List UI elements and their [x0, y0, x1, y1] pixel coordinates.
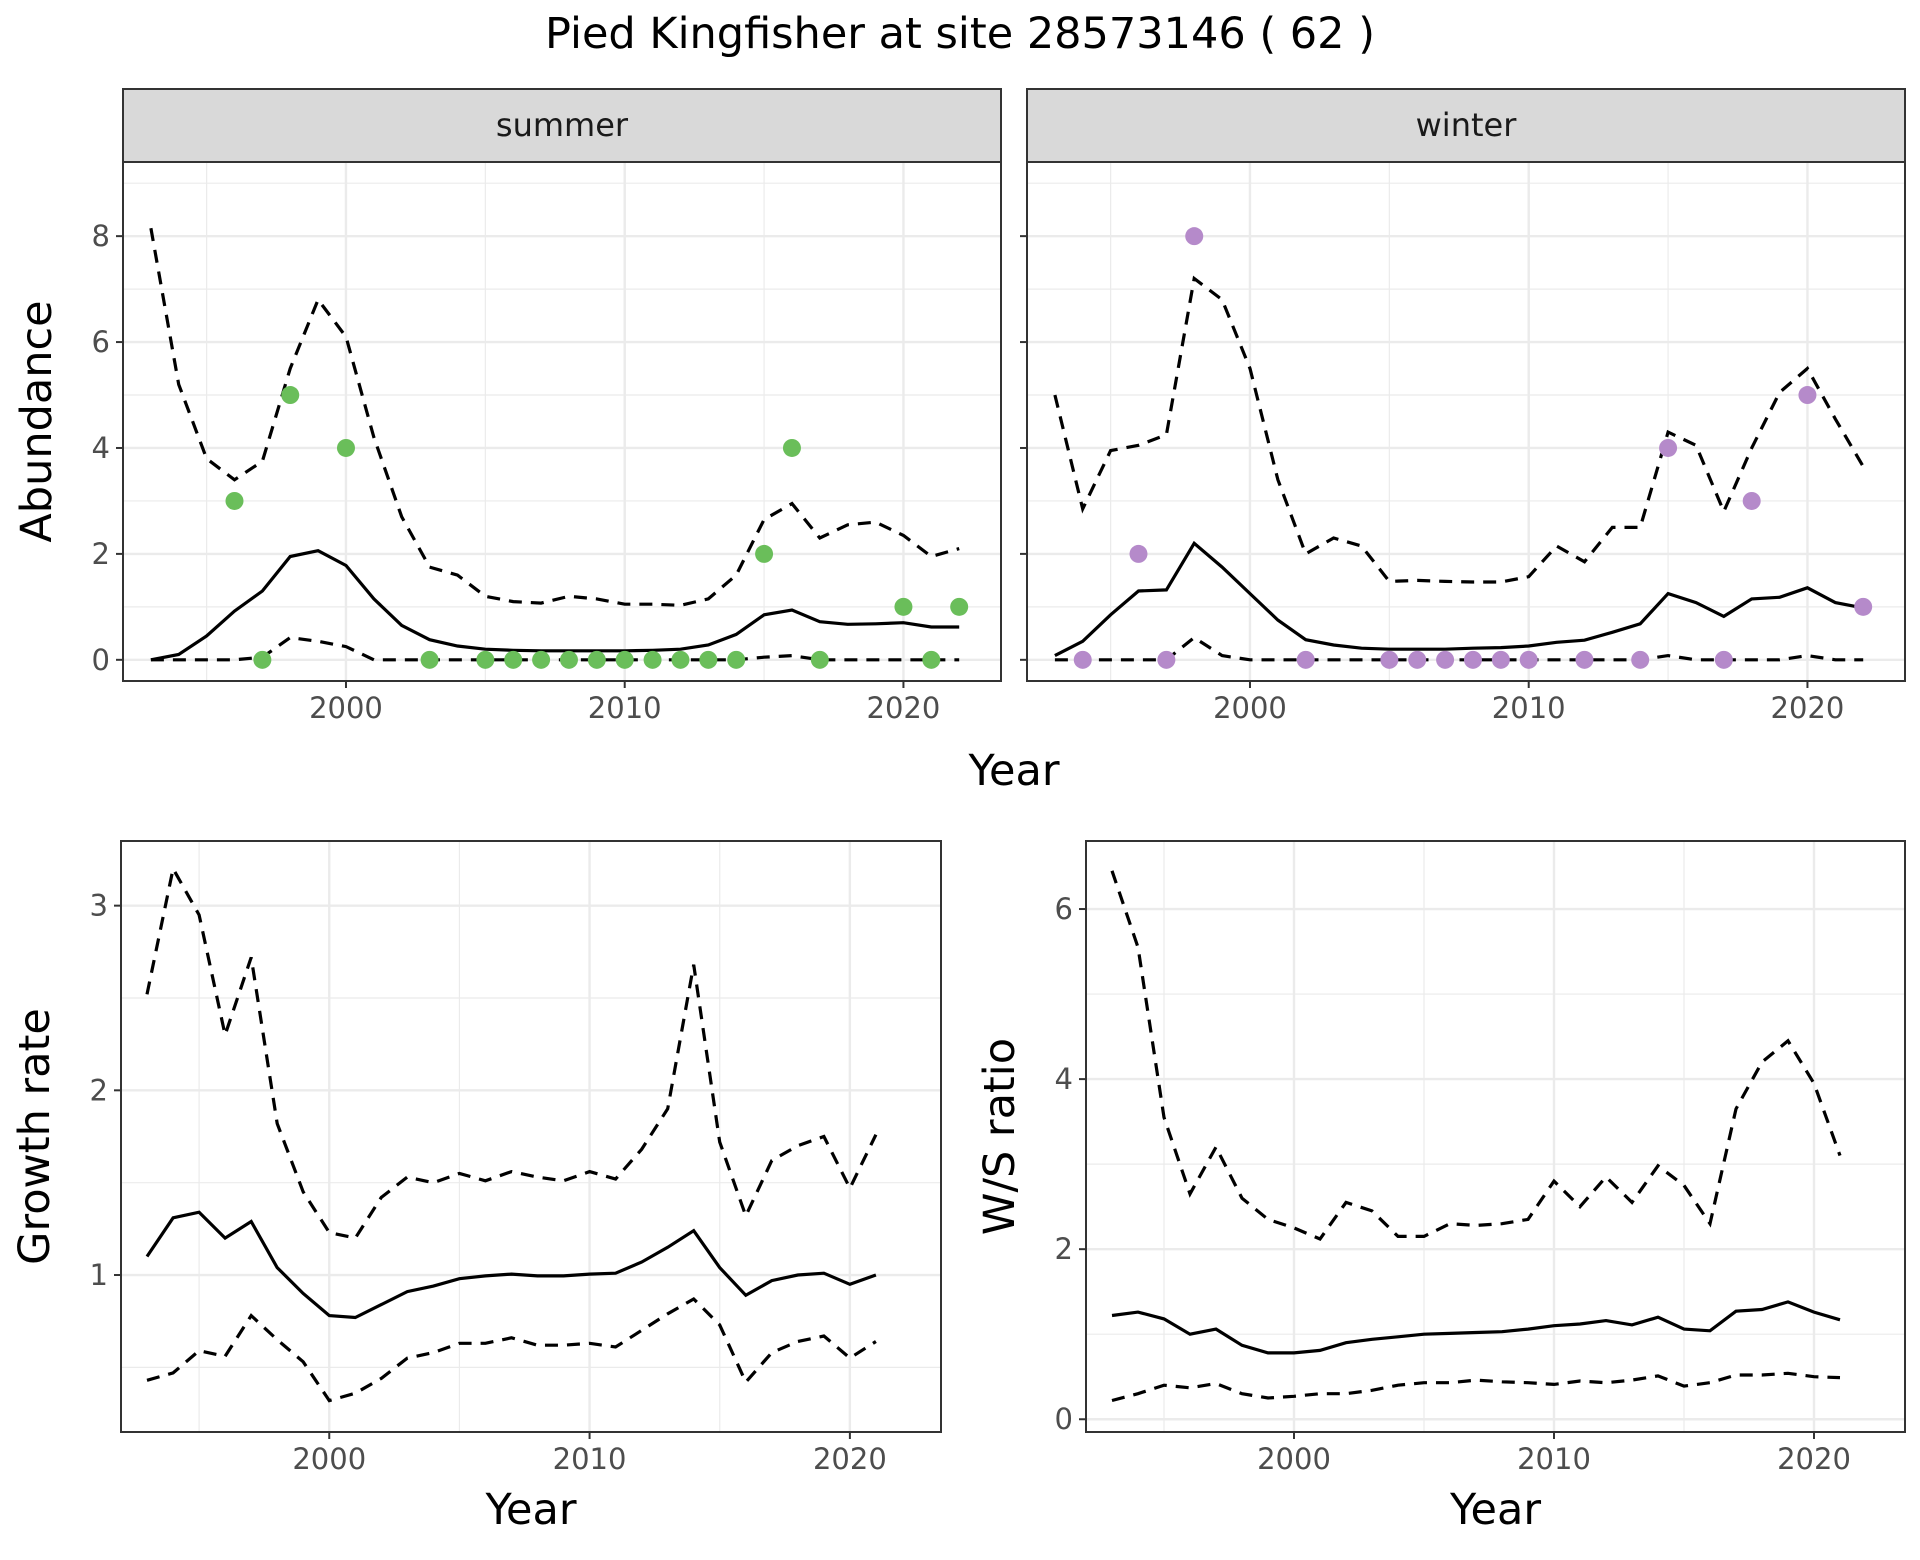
- series-line-mean: [150, 549, 960, 662]
- observed-point: [281, 386, 300, 405]
- observed-point: [1185, 227, 1204, 246]
- chart-title: Pied Kingfisher at site 28573146 ( 62 ): [545, 9, 1375, 59]
- panel-border: [120, 840, 942, 1433]
- observed-point: [755, 544, 774, 563]
- observed-point: [1436, 650, 1455, 669]
- panel-border: [1085, 840, 1906, 1433]
- facet-strip-label: summer: [496, 106, 629, 144]
- y-tick-label: 8: [92, 219, 110, 253]
- observed-point: [894, 597, 913, 616]
- observed-point: [950, 597, 969, 616]
- observed-point: [922, 650, 941, 669]
- facet-strip: [122, 88, 1002, 163]
- y-tick-label: 2: [90, 1073, 108, 1107]
- x-tick-label: 2000: [309, 691, 383, 725]
- y-tick-label: 2: [1055, 1232, 1073, 1266]
- x-tick-label: 2020: [1771, 691, 1845, 725]
- observed-point: [615, 650, 634, 669]
- y-tick-label: 2: [92, 537, 110, 571]
- x-tick-label: 2020: [867, 691, 941, 725]
- x-tick-label: 2000: [292, 1442, 366, 1476]
- y-tick-label: 0: [92, 643, 110, 677]
- panel-summer: summer 2000 2010 2020 0 2 4 6 8 Abundance: [12, 88, 1002, 725]
- x-tick-label: 2000: [1213, 691, 1287, 725]
- observed-point: [671, 650, 690, 669]
- panel-winter: winter 2000 2010 2020: [1020, 88, 1906, 725]
- observed-point: [420, 650, 439, 669]
- series-line-lower: [146, 1297, 877, 1403]
- observed-point: [587, 650, 606, 669]
- x-tick-label: 2010: [1517, 1442, 1591, 1476]
- observed-point: [1714, 650, 1733, 669]
- observed-point: [727, 650, 746, 669]
- observed-point: [1631, 650, 1650, 669]
- observed-point: [1491, 650, 1510, 669]
- observed-point: [1380, 650, 1399, 669]
- x-tick-label: 2020: [813, 1442, 887, 1476]
- panel-background: [1027, 162, 1905, 681]
- observed-point: [1296, 650, 1315, 669]
- series-line-upper: [145, 864, 878, 1240]
- y-tick-label: 6: [92, 325, 110, 359]
- observed-point: [643, 650, 662, 669]
- observed-point: [810, 650, 829, 669]
- facet-strip-label: winter: [1416, 106, 1518, 144]
- x-axis-title: Year: [484, 1485, 576, 1535]
- x-tick-label: 2000: [1257, 1442, 1331, 1476]
- series-line-mean: [145, 1210, 877, 1320]
- series-line-upper: [1110, 870, 1842, 1241]
- observed-point: [1742, 491, 1761, 510]
- panel-background: [123, 162, 1001, 681]
- observed-point: [699, 650, 718, 669]
- y-tick-label: 0: [1055, 1402, 1073, 1436]
- x-tick-label: 2010: [553, 1442, 627, 1476]
- observed-point: [1157, 650, 1176, 669]
- observed-point: [1129, 544, 1148, 563]
- y-tick-label: 1: [90, 1258, 108, 1292]
- observed-point: [1659, 438, 1678, 457]
- observed-point: [253, 650, 272, 669]
- panel-growth: 2000 2010 2020 1 2 3 Growth rate Year: [10, 840, 942, 1535]
- y-axis-title: Abundance: [12, 300, 62, 542]
- panel-background: [1086, 841, 1905, 1432]
- panel-background: [121, 841, 941, 1432]
- observed-point: [504, 650, 523, 669]
- y-tick-label: 6: [1055, 892, 1073, 926]
- series-line-upper: [149, 227, 960, 607]
- observed-point: [532, 650, 551, 669]
- series-line-lower: [1111, 1371, 1841, 1403]
- y-tick-label: 4: [1055, 1062, 1073, 1096]
- series-line-upper: [1053, 275, 1865, 584]
- y-axis-title: Growth rate: [10, 1008, 60, 1265]
- y-tick-label: 4: [92, 431, 110, 465]
- y-axis-title: W/S ratio: [975, 1038, 1025, 1235]
- observed-point: [1854, 597, 1873, 616]
- observed-point: [782, 438, 801, 457]
- observed-point: [1798, 386, 1817, 405]
- observed-point: [1073, 650, 1092, 669]
- x-axis-title-shared: Year: [967, 746, 1059, 796]
- observed-point: [1463, 650, 1482, 669]
- series-line-mean: [1111, 1300, 1841, 1355]
- observed-point: [559, 650, 578, 669]
- x-axis-title: Year: [1449, 1485, 1541, 1535]
- observed-point: [1408, 650, 1427, 669]
- observed-point: [476, 650, 495, 669]
- series-line-mean: [1054, 540, 1864, 658]
- observed-point: [1519, 650, 1538, 669]
- x-tick-label: 2010: [588, 691, 662, 725]
- observed-point: [1575, 650, 1594, 669]
- observed-point: [336, 438, 355, 457]
- facet-strip: [1026, 88, 1906, 163]
- panel-ratio: 2000 2010 2020 0 2 4 6 W/S ratio Year: [975, 840, 1906, 1535]
- observed-point: [225, 491, 244, 510]
- x-tick-label: 2010: [1492, 691, 1566, 725]
- y-tick-label: 3: [90, 889, 108, 923]
- x-tick-label: 2020: [1777, 1442, 1851, 1476]
